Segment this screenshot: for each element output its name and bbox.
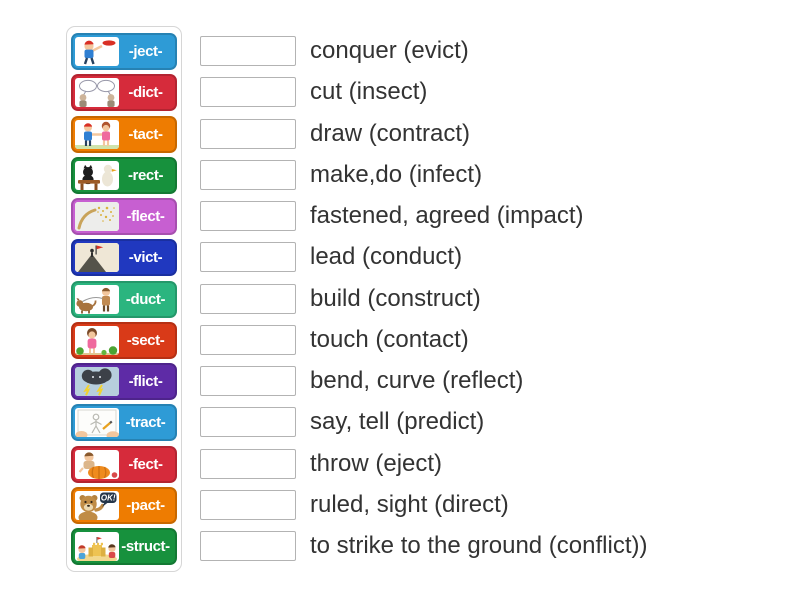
summit-flag-icon bbox=[75, 243, 119, 273]
tile-image-box bbox=[75, 160, 119, 190]
tile-root-label: -dict- bbox=[128, 84, 163, 102]
tile-root-label: -sect- bbox=[126, 331, 165, 349]
definition-text: say, tell (predict) bbox=[310, 408, 485, 436]
frisbee-throw-icon bbox=[83, 40, 116, 65]
tile-image-box bbox=[75, 325, 119, 355]
keyword-tile[interactable]: -fect- bbox=[71, 445, 177, 483]
tile-image-box bbox=[75, 202, 119, 231]
tile-root-label: -flect- bbox=[126, 208, 165, 225]
storm-cloud-icon bbox=[75, 367, 119, 396]
keyword-tile[interactable]: -tact- bbox=[71, 115, 177, 153]
keyword-tile-panel: -ject- -dict- -tact- -rect- -flect- -vic… bbox=[66, 26, 182, 572]
definition-text: touch (contact) bbox=[310, 325, 469, 353]
pumpkin-kid-icon bbox=[78, 451, 118, 479]
tile-image-box bbox=[75, 449, 119, 479]
answer-drop-slot[interactable] bbox=[200, 201, 296, 231]
tile-root-label: -tract- bbox=[125, 414, 166, 432]
tile-root-label: -pact- bbox=[126, 496, 165, 514]
answer-drop-slot[interactable] bbox=[200, 242, 296, 273]
definition-text: draw (contract) bbox=[310, 119, 471, 147]
tile-root-label: -fect- bbox=[128, 455, 163, 473]
tile-image-box bbox=[75, 119, 119, 149]
answer-slot-column bbox=[200, 36, 296, 561]
tile-root-label: -rect- bbox=[127, 166, 164, 184]
definition-text: to strike to the ground (conflict)) bbox=[310, 532, 648, 559]
tile-image-box bbox=[75, 78, 119, 108]
definition-column: conquer (evict) cut (insect) draw (contrac… bbox=[310, 36, 647, 561]
tile-root-label: -flict- bbox=[128, 373, 163, 390]
tile-root-label: -struct- bbox=[121, 538, 170, 555]
tile-root-label: -duct- bbox=[125, 290, 166, 308]
definition-text: fastened, agreed (impact) bbox=[310, 202, 584, 229]
magic-wand-icon bbox=[75, 202, 119, 231]
definition-text: bend, curve (reflect) bbox=[310, 367, 524, 394]
tile-image-box bbox=[75, 367, 119, 396]
keyword-tile[interactable]: -vict- bbox=[71, 239, 177, 277]
keyword-tile[interactable]: -flict- bbox=[71, 363, 177, 400]
ok-bubble-text: OK! bbox=[101, 493, 116, 502]
definition-text: build (construct) bbox=[310, 284, 481, 312]
answer-drop-slot[interactable] bbox=[200, 366, 296, 396]
speech-bubbles-icon bbox=[79, 80, 115, 108]
answer-drop-slot[interactable] bbox=[200, 324, 296, 355]
keyword-tile[interactable]: -ject- bbox=[71, 33, 177, 70]
garden-girl-icon bbox=[75, 327, 119, 355]
answer-drop-slot[interactable] bbox=[200, 36, 296, 66]
keyword-tile[interactable]: -duct- bbox=[71, 280, 177, 318]
dog-walk-icon bbox=[76, 287, 111, 313]
definition-text: cut (insect) bbox=[310, 78, 428, 106]
ok-bear-icon: OK! bbox=[78, 492, 117, 520]
tile-image-box bbox=[75, 284, 119, 314]
tile-root-label: -ject- bbox=[128, 43, 163, 60]
answer-drop-slot[interactable] bbox=[200, 489, 296, 520]
keyword-tile[interactable]: -dict- bbox=[71, 74, 177, 112]
answer-drop-slot[interactable] bbox=[200, 448, 296, 479]
definition-text: throw (eject) bbox=[310, 449, 443, 477]
definition-text: conquer (evict) bbox=[310, 37, 469, 64]
answer-drop-slot[interactable] bbox=[200, 159, 296, 190]
tile-image-box bbox=[75, 37, 119, 66]
tile-image-box: OK! bbox=[75, 490, 119, 520]
tile-image-box bbox=[75, 408, 119, 438]
handshake-kids-icon bbox=[75, 121, 119, 149]
definition-text: ruled, sight (direct) bbox=[310, 490, 509, 518]
keyword-tile[interactable]: OK! -pact- bbox=[71, 486, 177, 524]
answer-drop-slot[interactable] bbox=[200, 118, 296, 149]
keyword-tile[interactable]: -sect- bbox=[71, 321, 177, 359]
cat-desk-icon bbox=[78, 164, 117, 190]
keyword-tile[interactable]: -tract- bbox=[71, 404, 177, 442]
answer-drop-slot[interactable] bbox=[200, 531, 296, 561]
keyword-tile[interactable]: -flect- bbox=[71, 198, 177, 235]
answer-drop-slot[interactable] bbox=[200, 77, 296, 108]
answer-drop-slot[interactable] bbox=[200, 407, 296, 438]
definition-text: make,do (infect) bbox=[310, 160, 483, 188]
sandcastle-kids-icon bbox=[77, 537, 117, 561]
tile-image-box bbox=[75, 532, 119, 561]
tile-root-label: -vict- bbox=[128, 249, 163, 267]
keyword-tile[interactable]: -struct- bbox=[71, 528, 177, 565]
drawing-hands-icon bbox=[75, 409, 119, 438]
keyword-tile[interactable]: -rect- bbox=[71, 156, 177, 194]
definition-text: lead (conduct) bbox=[310, 243, 463, 271]
answer-drop-slot[interactable] bbox=[200, 283, 296, 314]
tile-image-box bbox=[75, 243, 119, 273]
tile-root-label: -tact- bbox=[128, 125, 163, 143]
